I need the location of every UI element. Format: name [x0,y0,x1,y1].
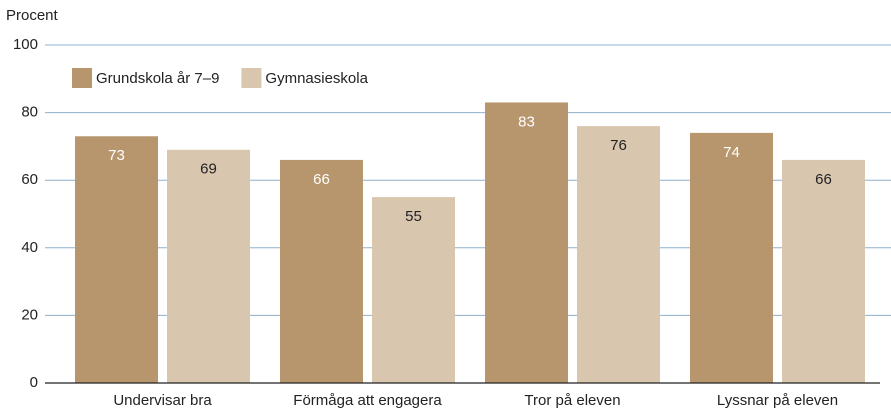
data-label: 66 [815,171,832,188]
data-label: 66 [313,171,330,188]
bar [280,159,363,383]
data-label: 55 [405,208,422,225]
x-tick-label: Tror på eleven [524,392,620,409]
legend-label: Gymnasieskola [265,70,368,87]
bar [782,159,865,383]
y-tick-label: 20 [21,306,38,323]
x-tick-label: Lyssnar på eleven [717,392,838,409]
y-tick-label: 40 [21,239,38,256]
data-label: 74 [723,144,740,161]
bar [75,136,158,383]
y-tick-label: 100 [13,36,38,53]
legend-swatch [72,68,92,88]
data-label: 76 [610,137,627,154]
y-tick-label: 0 [30,374,38,391]
bar [167,149,250,383]
bar [577,126,660,384]
data-label: 83 [518,113,535,130]
bar [485,102,568,384]
data-label: 73 [108,147,125,164]
legend-label: Grundskola år 7–9 [96,70,219,87]
bar [372,197,455,383]
x-tick-label: Förmåga att engagera [293,392,442,409]
x-tick-label: Undervisar bra [113,392,212,409]
legend-swatch [241,68,262,88]
data-label: 69 [200,161,217,178]
bar [690,132,773,383]
y-axis-label: Procent [6,7,59,24]
y-tick-label: 60 [21,171,38,188]
y-tick-label: 80 [21,104,38,121]
